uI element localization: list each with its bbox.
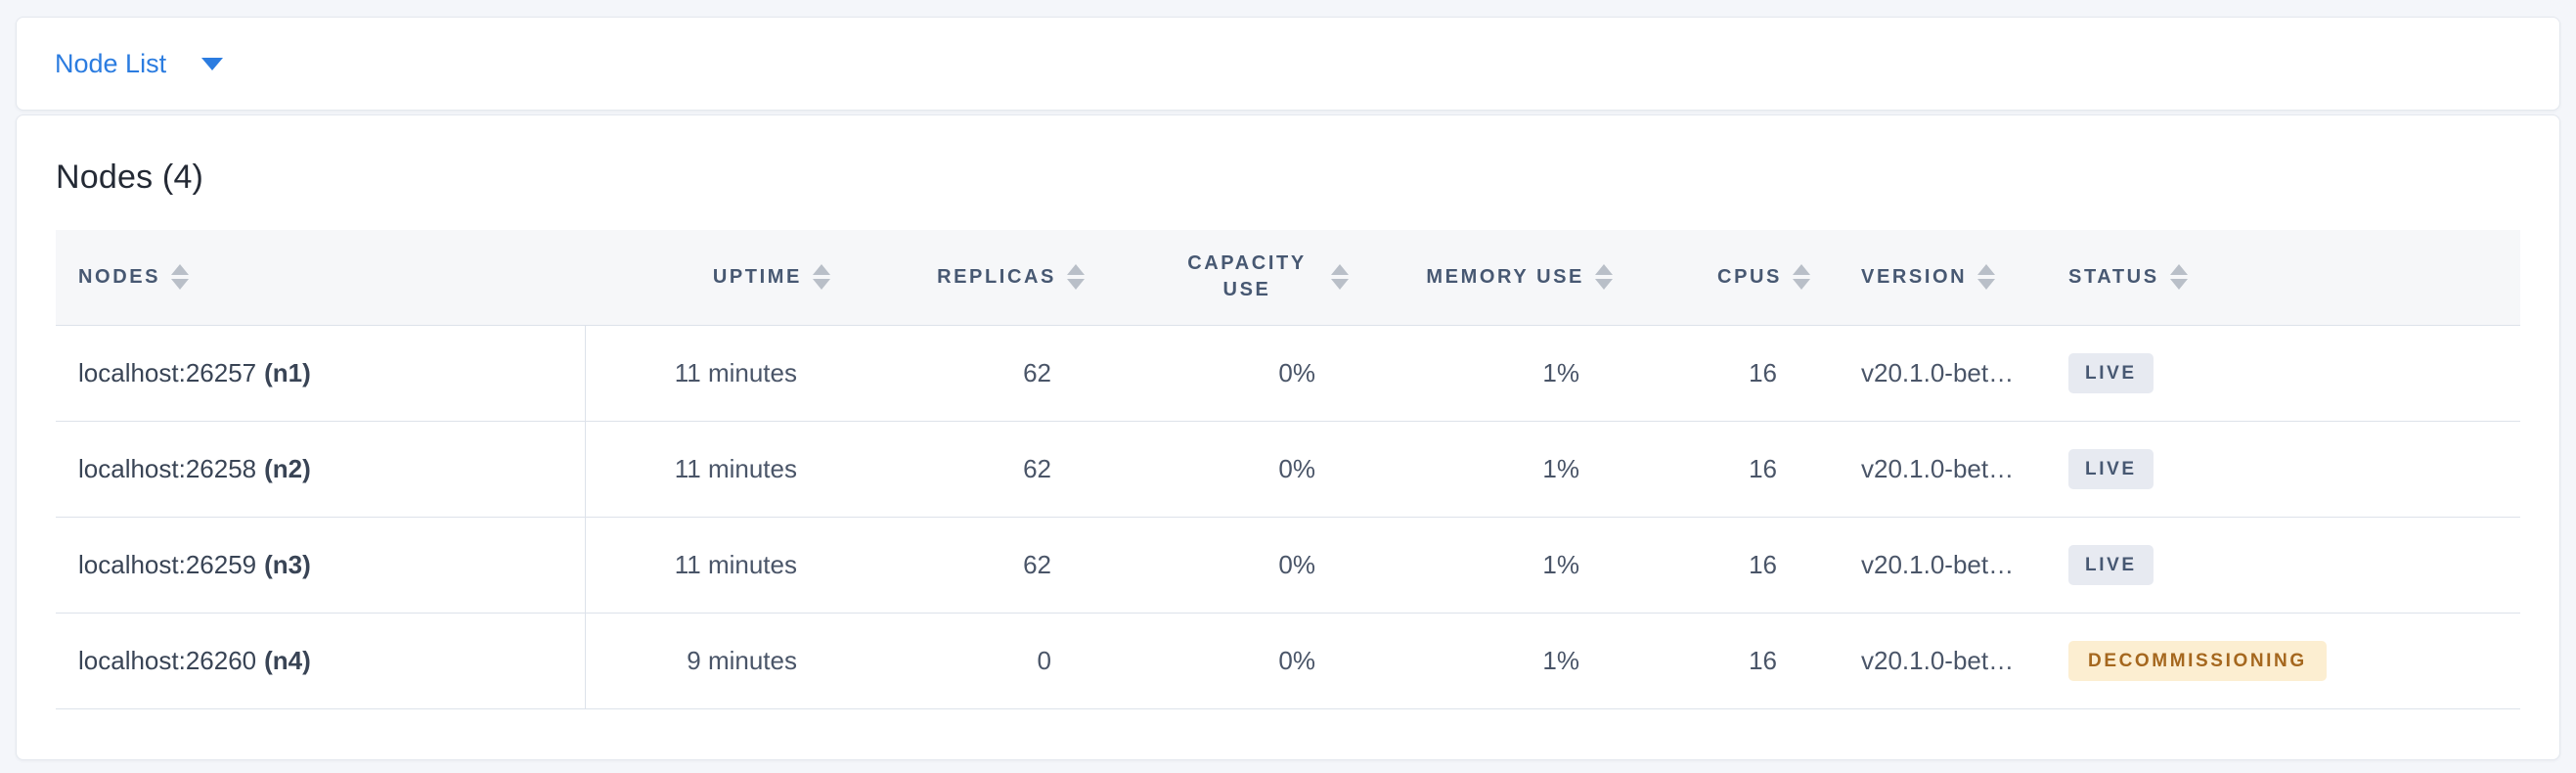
page-title: Nodes (4) [56, 159, 204, 196]
node-id: (n1) [264, 357, 311, 387]
column-header-status[interactable]: STATUS [2035, 230, 2520, 326]
node-id: (n2) [264, 453, 311, 483]
table-row: localhost:26257 (n1) 11 minutes 62 0% 1% … [56, 325, 2520, 422]
node-address[interactable]: localhost:26258 [78, 453, 257, 483]
capacity-use-cell: 0% [1096, 421, 1360, 518]
status-cell: LIVE [2035, 421, 2520, 518]
node-address-cell[interactable]: localhost:26260 (n4) [56, 613, 586, 709]
capacity-use-cell: 0% [1096, 325, 1360, 422]
version-cell: v20.1.0-bet… [1822, 421, 2035, 518]
status-cell: LIVE [2035, 325, 2520, 422]
column-header-replicas[interactable]: REPLICAS [842, 230, 1096, 326]
node-address[interactable]: localhost:26260 [78, 645, 257, 675]
column-header-version[interactable]: VERSION [1822, 230, 2035, 326]
sort-icon [2169, 264, 2188, 291]
cpus-cell: 16 [1624, 613, 1822, 709]
replicas-cell: 62 [842, 325, 1096, 422]
status-badge: DECOMMISSIONING [2068, 640, 2327, 681]
node-id: (n4) [264, 645, 311, 675]
column-header-cpus[interactable]: CPUS [1624, 230, 1822, 326]
replicas-cell: 62 [842, 421, 1096, 518]
sort-icon [1977, 264, 1996, 291]
uptime-cell: 11 minutes [585, 421, 842, 518]
memory-use-cell: 1% [1360, 421, 1624, 518]
node-address[interactable]: localhost:26257 [78, 357, 257, 387]
node-id: (n3) [264, 549, 311, 579]
column-header-memory-use[interactable]: MEMORY USE [1360, 230, 1624, 326]
view-selector-bar: Node List [16, 17, 2560, 111]
uptime-cell: 11 minutes [585, 517, 842, 614]
node-address-cell[interactable]: localhost:26258 (n2) [56, 421, 586, 518]
status-badge: LIVE [2068, 352, 2154, 393]
status-badge: LIVE [2068, 448, 2154, 489]
view-selector-label: Node List [55, 48, 167, 78]
memory-use-cell: 1% [1360, 613, 1624, 709]
node-address[interactable]: localhost:26259 [78, 549, 257, 579]
column-header-nodes[interactable]: NODES [56, 230, 585, 326]
replicas-cell: 62 [842, 517, 1096, 614]
version-cell: v20.1.0-bet… [1822, 325, 2035, 422]
node-address-cell[interactable]: localhost:26257 (n1) [56, 325, 586, 422]
table-row: localhost:26259 (n3) 11 minutes 62 0% 1% … [56, 517, 2520, 614]
sort-icon [1595, 264, 1613, 291]
sort-icon [813, 264, 830, 291]
nodes-card: Nodes (4) NODES UPTIME REPLICAS [16, 114, 2560, 760]
nodes-table: NODES UPTIME REPLICAS CAPACITY USE MEMOR… [56, 230, 2520, 709]
status-badge: LIVE [2068, 544, 2154, 585]
status-cell: LIVE [2035, 517, 2520, 614]
cpus-cell: 16 [1624, 325, 1822, 422]
sort-icon [1067, 264, 1085, 291]
sort-icon [171, 264, 190, 291]
uptime-cell: 11 minutes [585, 325, 842, 422]
replicas-cell: 0 [842, 613, 1096, 709]
column-header-uptime[interactable]: UPTIME [585, 230, 842, 326]
capacity-use-cell: 0% [1096, 613, 1360, 709]
version-cell: v20.1.0-bet… [1822, 613, 2035, 709]
table-header: NODES UPTIME REPLICAS CAPACITY USE MEMOR… [56, 230, 2520, 326]
sort-icon [1793, 264, 1810, 291]
caret-down-icon [201, 57, 224, 70]
uptime-cell: 9 minutes [585, 613, 842, 709]
table-row: localhost:26258 (n2) 11 minutes 62 0% 1% … [56, 421, 2520, 518]
status-cell: DECOMMISSIONING [2035, 613, 2520, 709]
node-address-cell[interactable]: localhost:26259 (n3) [56, 517, 586, 614]
memory-use-cell: 1% [1360, 325, 1624, 422]
view-selector-dropdown[interactable]: Node List [55, 48, 224, 79]
table-row: localhost:26260 (n4) 9 minutes 0 0% 1% 16… [56, 613, 2520, 709]
cpus-cell: 16 [1624, 517, 1822, 614]
cpus-cell: 16 [1624, 421, 1822, 518]
column-header-capacity-use[interactable]: CAPACITY USE [1096, 230, 1360, 326]
version-cell: v20.1.0-bet… [1822, 517, 2035, 614]
memory-use-cell: 1% [1360, 517, 1624, 614]
capacity-use-cell: 0% [1096, 517, 1360, 614]
sort-icon [1331, 264, 1349, 291]
